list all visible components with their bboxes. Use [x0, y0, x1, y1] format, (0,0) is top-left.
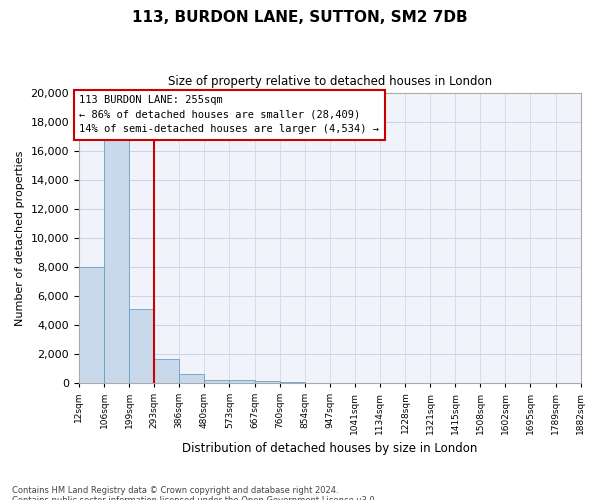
Bar [104, 134, 129, 382]
Bar [254, 381, 280, 382]
Y-axis label: Number of detached properties: Number of detached properties [15, 150, 25, 326]
X-axis label: Distribution of detached houses by size in London: Distribution of detached houses by size … [182, 442, 478, 455]
Bar [179, 374, 205, 382]
Text: 113 BURDON LANE: 255sqm
← 86% of detached houses are smaller (28,409)
14% of sem: 113 BURDON LANE: 255sqm ← 86% of detache… [79, 95, 379, 134]
Bar [205, 380, 229, 382]
Title: Size of property relative to detached houses in London: Size of property relative to detached ho… [167, 75, 492, 88]
Text: Contains public sector information licensed under the Open Government Licence v3: Contains public sector information licen… [12, 496, 377, 500]
Bar [129, 309, 154, 382]
Bar [229, 380, 254, 382]
Bar [79, 267, 104, 382]
Text: 113, BURDON LANE, SUTTON, SM2 7DB: 113, BURDON LANE, SUTTON, SM2 7DB [132, 10, 468, 25]
Text: Contains HM Land Registry data © Crown copyright and database right 2024.: Contains HM Land Registry data © Crown c… [12, 486, 338, 495]
Bar [154, 358, 179, 382]
